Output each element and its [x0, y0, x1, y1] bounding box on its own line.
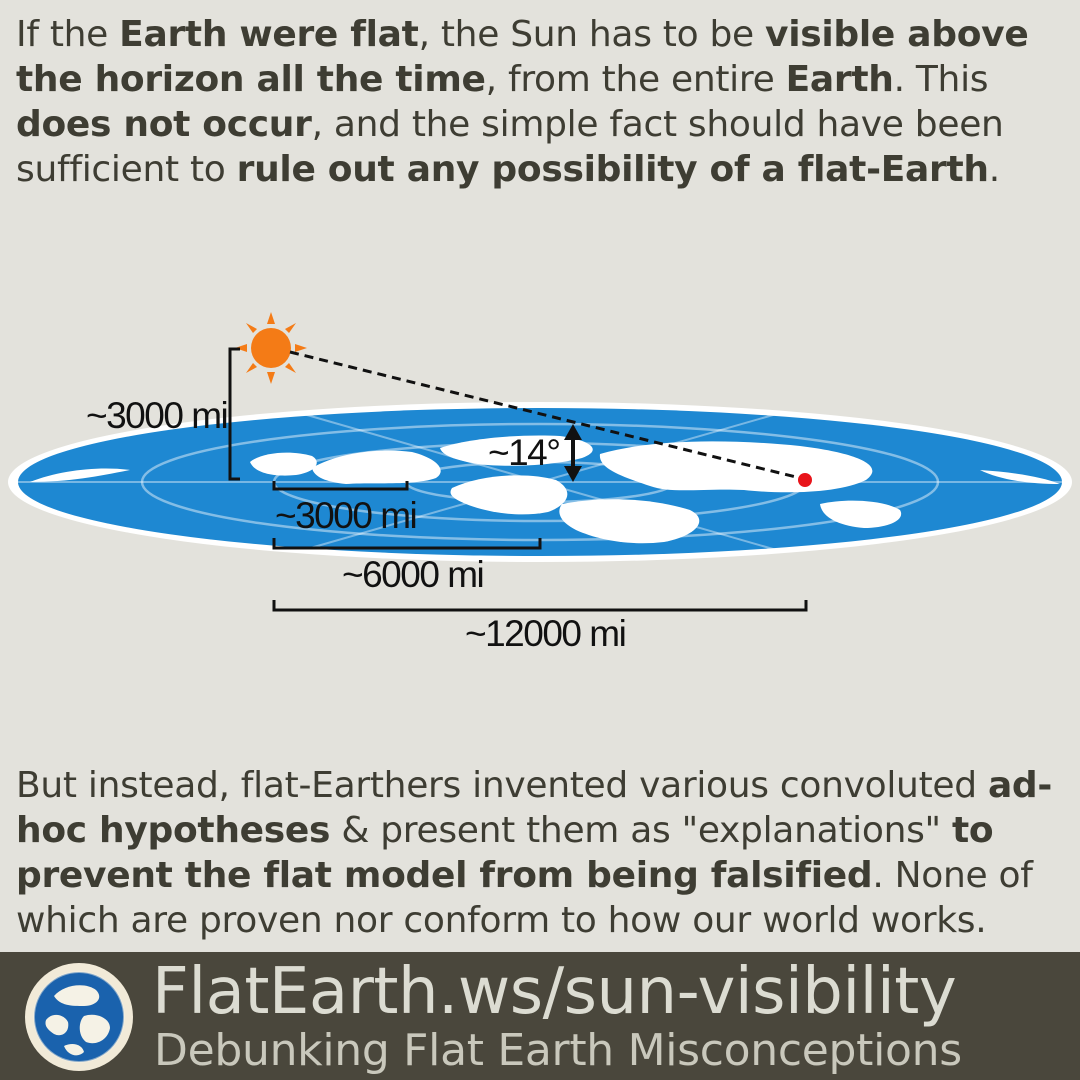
- flat-earth-map: [8, 402, 1072, 562]
- intro-text-1: If the: [16, 14, 120, 55]
- distance-bracket-6000: [272, 538, 542, 550]
- continent-americas-south: [559, 499, 700, 544]
- distance-bracket-3000: [272, 481, 409, 491]
- intro-text-5: , and the simple fact should have been s…: [16, 104, 1004, 190]
- sun-height-label: ~3000 mi: [86, 395, 227, 436]
- outro-bold-2: to prevent the flat model from being fal…: [16, 810, 994, 896]
- continent-africa: [450, 475, 568, 515]
- outro-paragraph: But instead, flat-Earthers invented vari…: [16, 763, 1072, 943]
- outro-text-2: & present them as "explanations": [330, 810, 952, 851]
- intro-text-3: , from the entire: [485, 59, 786, 100]
- footer-url-link[interactable]: FlatEarth.ws/sun-visibility: [152, 955, 957, 1029]
- distance-bracket-12000: [272, 600, 808, 612]
- intro-paragraph: If the Earth were flat, the Sun has to b…: [16, 12, 1072, 192]
- intro-text-4: . This: [893, 59, 989, 100]
- footer-bar: FlatEarth.ws/sun-visibility Debunking Fl…: [0, 952, 1080, 1080]
- intro-text-2: , the Sun has to be: [418, 14, 766, 55]
- angle-arrow: [564, 424, 582, 482]
- distance-label-6000: ~6000 mi: [342, 554, 483, 595]
- outro-text-1: But instead, flat-Earthers invented vari…: [16, 765, 988, 806]
- intro-text-6: .: [988, 149, 1000, 190]
- intro-bold-3: Earth: [785, 59, 894, 100]
- intro-bold-2: visible above the horizon all the time: [16, 14, 1029, 100]
- sun-height-bracket: [228, 347, 240, 481]
- intro-bold-5: rule out any possibility of a flat-Earth: [236, 149, 989, 190]
- sightline: [289, 350, 801, 480]
- flat-earth-logo-icon: [25, 963, 133, 1071]
- continent-greenland: [250, 452, 317, 476]
- observer-dot: [798, 473, 812, 487]
- intro-bold-4: does not occur: [16, 104, 312, 145]
- meridian-lines: [18, 412, 1062, 552]
- distance-label-3000: ~3000 mi: [275, 495, 416, 536]
- continent-americas-north: [312, 450, 441, 484]
- intro-bold-1: Earth were flat: [119, 14, 419, 55]
- continents: [30, 435, 1060, 544]
- footer-tagline: Debunking Flat Earth Misconceptions: [154, 1025, 962, 1076]
- sun-icon: [235, 312, 307, 384]
- angle-label: ~14°: [488, 432, 560, 473]
- continent-australia: [820, 500, 902, 528]
- outro-bold-1: ad-hoc hypotheses: [16, 765, 1053, 851]
- continent-europe: [440, 435, 593, 466]
- outro-text-3: . None of which are proven nor conform t…: [16, 855, 1033, 941]
- distance-label-12000: ~12000 mi: [465, 613, 625, 654]
